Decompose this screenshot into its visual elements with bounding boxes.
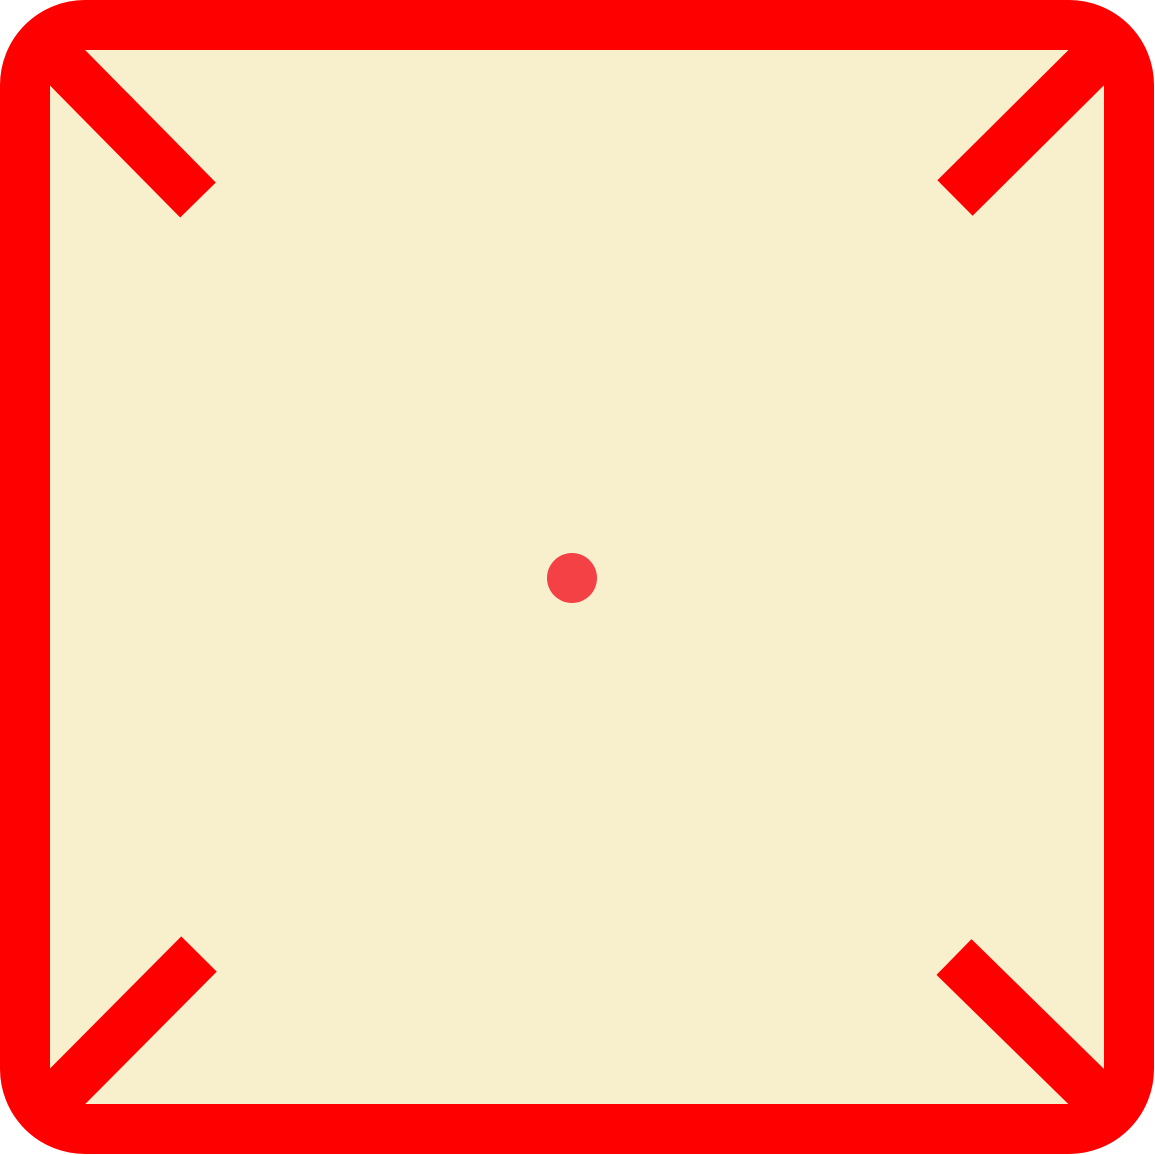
bottom-right-diagonal (936, 939, 1120, 1120)
center-dot (547, 553, 597, 603)
top-left-diagonal (34, 34, 216, 218)
top-right-diagonal (937, 34, 1120, 216)
bottom-left-diagonal (34, 936, 217, 1120)
